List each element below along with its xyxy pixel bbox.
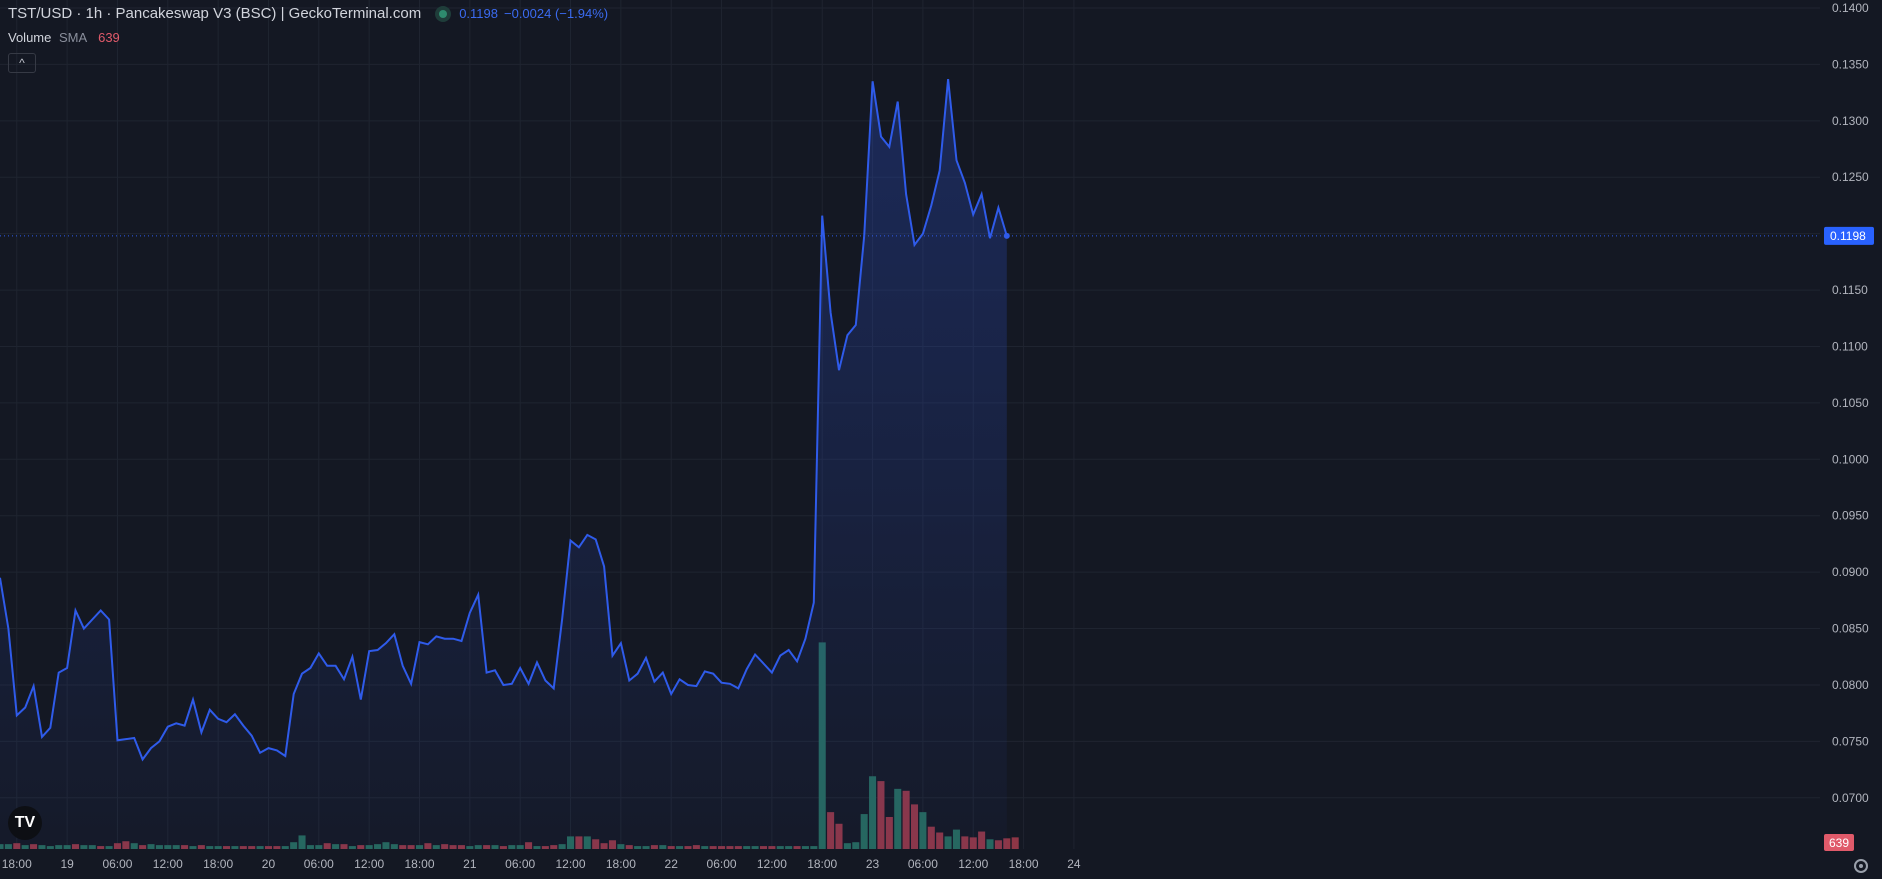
last-price: 0.1198 — [459, 6, 498, 21]
volume-sma-label: SMA — [59, 30, 87, 45]
time-tick-label: 12:00 — [354, 857, 384, 871]
price-tick-label: 0.1350 — [1832, 57, 1869, 71]
price-tick-label: 0.1400 — [1832, 1, 1869, 15]
price-tick-label: 0.0850 — [1832, 622, 1869, 636]
volume-badge — [1824, 834, 1854, 851]
price-tick-label: 0.0950 — [1832, 509, 1869, 523]
last-price-dot — [1003, 232, 1010, 239]
time-tick-label: 24 — [1067, 857, 1081, 871]
last-price-badge-label: 0.1198 — [1830, 229, 1866, 243]
time-tick-label: 18:00 — [807, 857, 837, 871]
time-tick-label: 18:00 — [1009, 857, 1039, 871]
time-tick-label: 06:00 — [505, 857, 535, 871]
time-tick-label: 06:00 — [707, 857, 737, 871]
time-tick-label: 12:00 — [153, 857, 183, 871]
last-price-badge — [1824, 226, 1874, 245]
time-tick-label: 18:00 — [404, 857, 434, 871]
price-tick-label: 0.0900 — [1832, 565, 1869, 579]
tradingview-logo-icon[interactable]: TV — [8, 806, 42, 840]
time-tick-label: 19 — [60, 857, 74, 871]
price-tick-label: 0.1150 — [1832, 283, 1868, 297]
price-line — [0, 78, 1008, 762]
chevron-up-icon[interactable]: ^ — [8, 53, 36, 73]
volume-legend[interactable]: Volume SMA 639 — [8, 30, 120, 45]
price-tick-label: 0.1000 — [1832, 452, 1869, 466]
time-tick-label: 22 — [665, 857, 679, 871]
settings-icon[interactable] — [1854, 859, 1868, 873]
time-tick-label: 06:00 — [304, 857, 334, 871]
time-tick-label: 18:00 — [203, 857, 233, 871]
price-axis: 0.14000.13500.13000.12500.12000.11500.11… — [1832, 1, 1869, 805]
market-status-icon — [439, 9, 448, 18]
time-tick-label: 12:00 — [757, 857, 787, 871]
volume-label: Volume — [8, 30, 52, 45]
price-tick-label: 0.1250 — [1832, 170, 1869, 184]
chart-legend: TST/USD · 1h · Pancakeswap V3 (BSC) | Ge… — [8, 5, 608, 22]
time-tick-label: 06:00 — [908, 857, 938, 871]
time-tick-label: 12:00 — [958, 857, 988, 871]
volume-badge-label: 639 — [1829, 836, 1849, 850]
time-tick-label: 18:00 — [606, 857, 636, 871]
time-tick-label: 20 — [262, 857, 276, 871]
volume-bar — [1011, 837, 1019, 849]
price-change: −0.0024 (−1.94%) — [504, 6, 609, 21]
price-tick-label: 0.1100 — [1832, 339, 1868, 353]
price-tick-label: 0.0800 — [1832, 678, 1869, 692]
volume-value: 639 — [98, 30, 120, 45]
time-axis: 18:00 19 06:00 12:00 18:00 20 06:00 12:00 18:00 2… — [2, 857, 1081, 871]
time-tick-label: 12:00 — [556, 857, 586, 871]
price-tick-label: 0.1300 — [1832, 114, 1869, 128]
price-tick-label: 0.1050 — [1832, 396, 1869, 410]
time-tick-label: 21 — [463, 857, 477, 871]
time-tick-label: 18:00 — [2, 857, 32, 871]
symbol-title[interactable]: TST/USD · 1h · Pancakeswap V3 (BSC) | Ge… — [8, 5, 422, 22]
time-tick-label: 23 — [866, 857, 880, 871]
price-tick-label: 0.0700 — [1832, 791, 1869, 805]
time-tick-label: 06:00 — [102, 857, 132, 871]
price-tick-label: 0.0750 — [1832, 734, 1869, 748]
price-area — [0, 79, 1007, 850]
